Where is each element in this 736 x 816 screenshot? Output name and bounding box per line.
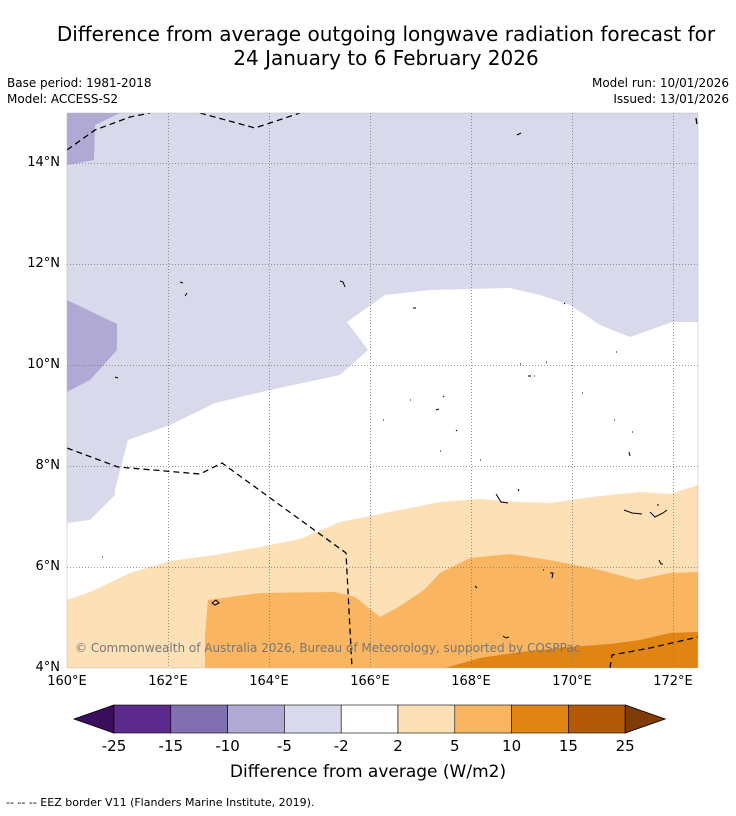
colorbar-segment	[284, 704, 342, 734]
chart-title: Difference from average outgoing longwav…	[0, 22, 736, 70]
map-frame	[66, 112, 699, 669]
lon-label-170e: 170°E	[552, 674, 592, 689]
eez-borders	[67, 113, 698, 668]
lat-label-14n: 14°N	[27, 155, 60, 170]
lat-label-10n: 10°N	[27, 357, 60, 372]
lat-label-4n: 4°N	[35, 660, 61, 675]
lon-label-166e: 166°E	[350, 674, 390, 689]
colorbar-extend-low	[72, 704, 115, 734]
anomaly-region-minus10-nw	[67, 113, 120, 165]
colorbar-tick-label: 25	[615, 737, 635, 755]
colorbar-tick-label: 2	[393, 737, 403, 755]
lon-label-162e: 162°E	[148, 674, 188, 689]
colorbar-segment	[113, 704, 172, 734]
title-line-2: 24 January to 6 February 2026	[233, 46, 539, 70]
lat-label-6n: 6°N	[35, 559, 61, 574]
colorbar-tick-label: -15	[158, 737, 184, 755]
colorbar-segment	[227, 704, 285, 734]
colorbar-tick-label: -5	[276, 737, 292, 755]
colorbar-segment	[454, 704, 512, 734]
lon-label-168e: 168°E	[451, 674, 491, 689]
anomaly-region-minus10-w	[67, 300, 117, 392]
lon-label-172e: 172°E	[653, 674, 693, 689]
lon-label-160e: 160°E	[47, 674, 87, 689]
anomaly-region-plus5	[205, 554, 698, 668]
colorbar-title: Difference from average (W/m2)	[229, 762, 507, 782]
colorbar-tick-label: -25	[101, 737, 127, 755]
issued-date: Issued: 13/01/2026	[613, 92, 729, 106]
title-line-1: Difference from average outgoing longwav…	[56, 22, 716, 46]
colorbar-tick-label: 5	[450, 737, 460, 755]
colorbar-tick-label: 15	[558, 737, 578, 755]
lat-label-8n: 8°N	[35, 458, 61, 473]
graticule	[67, 113, 698, 668]
islands	[102, 132, 668, 639]
colorbar-segment	[568, 704, 626, 734]
colorbar-segment	[511, 704, 569, 734]
colorbar-tick-label: -10	[215, 737, 240, 755]
colorbar-tick-label: 10	[502, 737, 522, 755]
model-name: Model: ACCESS-S2	[7, 92, 119, 106]
colorbar-tick-label: -2	[333, 737, 349, 755]
meta-right: Model run: 10/01/2026 Issued: 13/01/2026	[592, 75, 729, 107]
lat-label-12n: 12°N	[27, 256, 60, 271]
colorbar-segment	[397, 704, 456, 734]
colorbar-extend-high	[624, 704, 667, 734]
colorbar-segment	[340, 704, 399, 734]
colorbar-segment	[170, 704, 228, 734]
base-period: Base period: 1981-2018	[7, 76, 152, 90]
meta-left: Base period: 1981-2018 Model: ACCESS-S2	[7, 75, 152, 107]
eez-footnote: -- -- -- EEZ border V11 (Flanders Marine…	[6, 796, 315, 809]
anomaly-region-plus10	[445, 632, 698, 668]
lon-label-164e: 164°E	[249, 674, 289, 689]
model-run: Model run: 10/01/2026	[591, 76, 729, 90]
copyright-notice: © Commonwealth of Australia 2026, Bureau…	[75, 641, 581, 655]
